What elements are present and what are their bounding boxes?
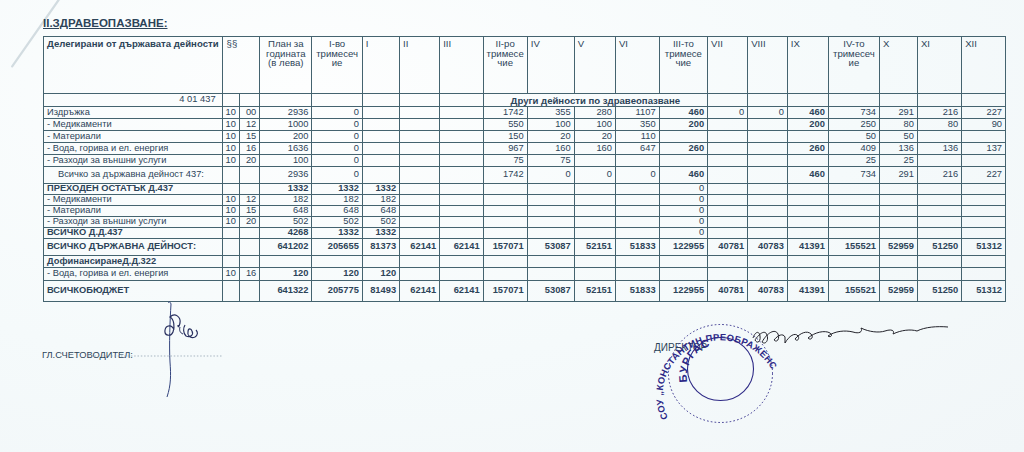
svg-text:БУРГАС: БУРГАС bbox=[677, 336, 712, 383]
